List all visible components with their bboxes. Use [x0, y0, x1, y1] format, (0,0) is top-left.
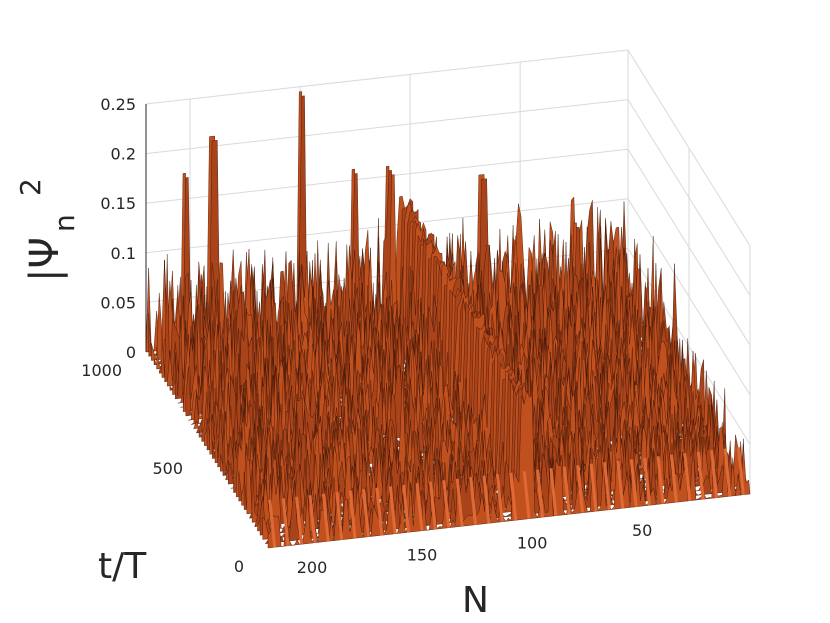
surface-front-edge — [388, 486, 397, 534]
surface-front-edge — [509, 472, 518, 521]
surface-front-edge — [268, 499, 277, 548]
surface — [145, 91, 751, 549]
z-tick-label: 0.15 — [100, 194, 136, 213]
x-tick-label: 100 — [517, 533, 548, 552]
surface-front-edge — [469, 477, 478, 525]
z-tick-label: 0.25 — [100, 95, 136, 114]
surface-front-edge — [669, 454, 678, 503]
z-tick-label: 0.05 — [100, 293, 136, 312]
surface-front-edge — [536, 469, 544, 518]
surface-front-edge — [415, 483, 424, 531]
surface-front-edge — [656, 456, 665, 504]
surface-front-edge — [683, 453, 692, 501]
surface-front-edge — [428, 481, 437, 530]
surface-front-edge — [616, 460, 625, 509]
surface-front-edge — [375, 487, 384, 536]
z-axis-label-subscript: n — [48, 214, 81, 232]
z-tick-label: 0.2 — [111, 145, 136, 164]
z-tick-label: 0 — [126, 343, 136, 362]
surface-front-edge — [455, 478, 464, 527]
surface-front-edge — [281, 498, 290, 546]
surface-front-edge — [710, 450, 719, 498]
surface-front-edge — [295, 496, 303, 545]
surface-front-edge — [589, 463, 598, 512]
surface-front-edge — [643, 457, 652, 506]
surface-front-edge — [495, 474, 504, 522]
surface-front-edge — [736, 447, 745, 495]
surface-front-edge — [348, 490, 357, 539]
surface-front-edge — [402, 484, 411, 533]
z-axis-label-superscript: 2 — [14, 178, 47, 196]
surface-front-edge — [603, 462, 611, 510]
grid-line-back-z — [145, 99, 629, 155]
tick-labels: 0 0.05 0.1 0.15 0.2 0.25 0 500 1000 50 100 150 200 — [81, 95, 652, 577]
x-axis-label: N — [462, 580, 489, 621]
surface-strip — [267, 389, 751, 549]
surface-front-edge — [576, 465, 585, 513]
y-tick-label: 1000 — [81, 361, 122, 380]
x-tick-label: 50 — [632, 521, 652, 540]
surface-front-edge — [335, 492, 344, 540]
grid-line-back-z — [145, 49, 629, 105]
surface-front-edge — [362, 489, 370, 537]
surface-front-edge — [308, 495, 317, 543]
z-tick-label: 0.1 — [111, 244, 136, 263]
surface-front-edge — [549, 468, 558, 516]
z-axis-label-main: |Ψ — [22, 237, 68, 282]
surface-front-edge — [482, 475, 491, 524]
y-axis-label: t/T — [98, 546, 147, 587]
surface-front-edge — [562, 466, 571, 515]
y-tick-label: 500 — [152, 459, 183, 478]
surface-front-edge — [723, 448, 732, 497]
x-tick-label: 200 — [297, 558, 328, 577]
surface-front-edge — [442, 480, 451, 528]
y-tick-label: 0 — [234, 557, 244, 576]
z-axis-label: |Ψ n 2 — [14, 178, 81, 282]
x-tick-label: 150 — [407, 546, 438, 565]
surface-front-edge — [629, 459, 638, 507]
surface-front-edge — [321, 493, 330, 542]
surface-front-edge — [696, 451, 705, 500]
surface-front-edge — [522, 471, 531, 519]
